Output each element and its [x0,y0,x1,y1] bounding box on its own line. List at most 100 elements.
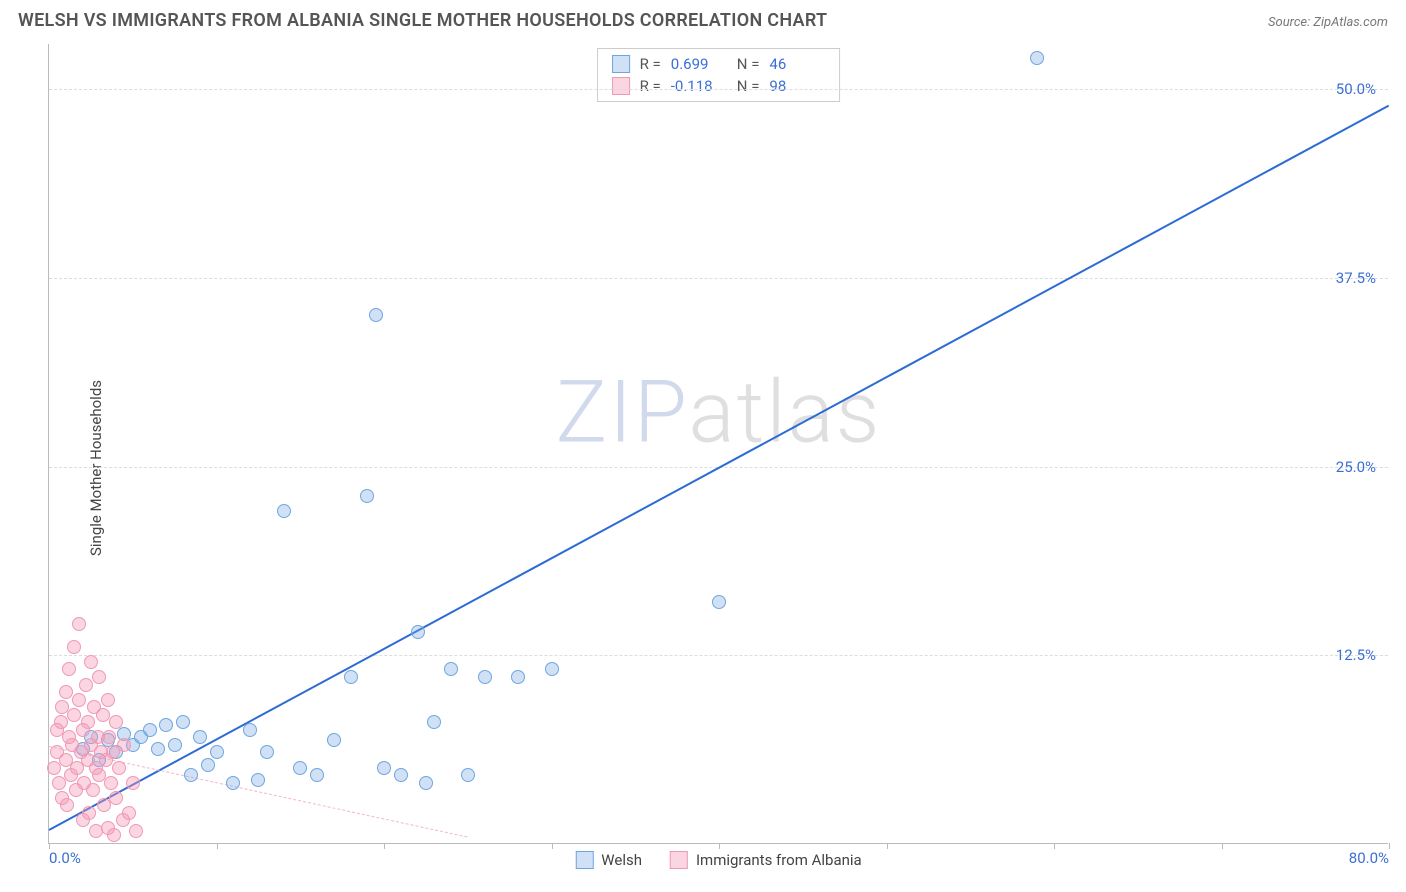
x-tick-mark [1054,843,1055,849]
watermark-atlas: atlas [689,361,882,462]
data-point [193,730,207,744]
data-point [107,828,121,842]
legend-swatch [612,55,630,73]
legend-swatch [575,851,593,869]
data-point [478,670,492,684]
legend-swatch [670,851,688,869]
data-point [184,768,198,782]
plot-area: ZIPatlas R =0.699N =46R =-0.118N =98 Wel… [48,44,1388,844]
gridline-horizontal [49,655,1388,656]
data-point [122,806,136,820]
data-point [67,640,81,654]
x-tick-label: 80.0% [1349,849,1389,867]
data-point [511,670,525,684]
data-point [210,745,224,759]
data-point [126,776,140,790]
data-point [109,715,123,729]
data-point [72,693,86,707]
legend-n-value: 98 [769,77,825,95]
data-point [712,595,726,609]
y-tick-label: 25.0% [1336,458,1376,476]
data-point [72,617,86,631]
data-point [419,776,433,790]
data-point [117,738,131,752]
data-point [277,504,291,518]
legend-n-label: N = [737,77,760,95]
data-point [81,715,95,729]
data-point [310,768,324,782]
data-point [427,715,441,729]
data-point [86,783,100,797]
data-point [143,723,157,737]
data-point [327,733,341,747]
data-point [243,723,257,737]
data-point [129,824,143,838]
data-point [1030,51,1044,65]
data-point [84,655,98,669]
data-point [394,768,408,782]
data-point [102,730,116,744]
legend-r-label: R = [640,77,661,95]
x-tick-mark [719,843,720,849]
data-point [62,662,76,676]
x-tick-mark [1389,843,1390,849]
watermark-zip: ZIP [556,361,689,462]
x-tick-mark [552,843,553,849]
y-tick-label: 50.0% [1336,80,1376,98]
data-point [151,742,165,756]
data-point [60,798,74,812]
x-tick-label: 0.0% [49,849,81,867]
data-point [54,715,68,729]
y-tick-label: 37.5% [1336,269,1376,287]
x-tick-mark [887,843,888,849]
x-tick-mark [384,843,385,849]
data-point [251,773,265,787]
data-point [79,678,93,692]
legend-n-value: 46 [769,55,825,73]
data-point [260,745,274,759]
legend-r-value: 0.699 [671,55,727,73]
data-point [461,768,475,782]
data-point [293,761,307,775]
legend-series-item: Welsh [575,851,642,869]
source-attribution: Source: ZipAtlas.com [1268,15,1388,30]
data-point [101,693,115,707]
legend-series: Welsh Immigrants from Albania [575,851,861,869]
data-point [411,625,425,639]
chart-title: WELSH VS IMMIGRANTS FROM ALBANIA SINGLE … [18,10,827,31]
data-point [104,776,118,790]
legend-r-value: -0.118 [671,77,727,95]
legend-correlation-row: R = -0.118 N = 98 [612,75,826,97]
legend-n-label: N = [737,55,760,73]
data-point [168,738,182,752]
legend-series-label: Immigrants from Albania [696,851,862,869]
data-point [109,791,123,805]
data-point [377,761,391,775]
data-point [67,708,81,722]
data-point [176,715,190,729]
data-point [360,489,374,503]
legend-correlation-row: R = 0.699 N = 46 [612,53,826,75]
legend-r-label: R = [640,55,661,73]
data-point [96,708,110,722]
gridline-horizontal [49,89,1388,90]
data-point [369,308,383,322]
data-point [59,685,73,699]
y-tick-label: 12.5% [1336,646,1376,664]
legend-swatch [612,77,630,95]
x-tick-mark [1222,843,1223,849]
data-point [82,806,96,820]
data-point [444,662,458,676]
data-point [226,776,240,790]
data-point [344,670,358,684]
data-point [112,761,126,775]
chart-container: Single Mother Households ZIPatlas R =0.6… [0,44,1406,892]
legend-correlation: R = 0.699 N = 46 R = -0.118 N = 98 [597,48,841,102]
legend-series-item: Immigrants from Albania [670,851,862,869]
data-point [201,758,215,772]
data-point [92,670,106,684]
legend-series-label: Welsh [601,851,642,869]
gridline-horizontal [49,278,1388,279]
data-point [545,662,559,676]
watermark: ZIPatlas [556,361,882,462]
